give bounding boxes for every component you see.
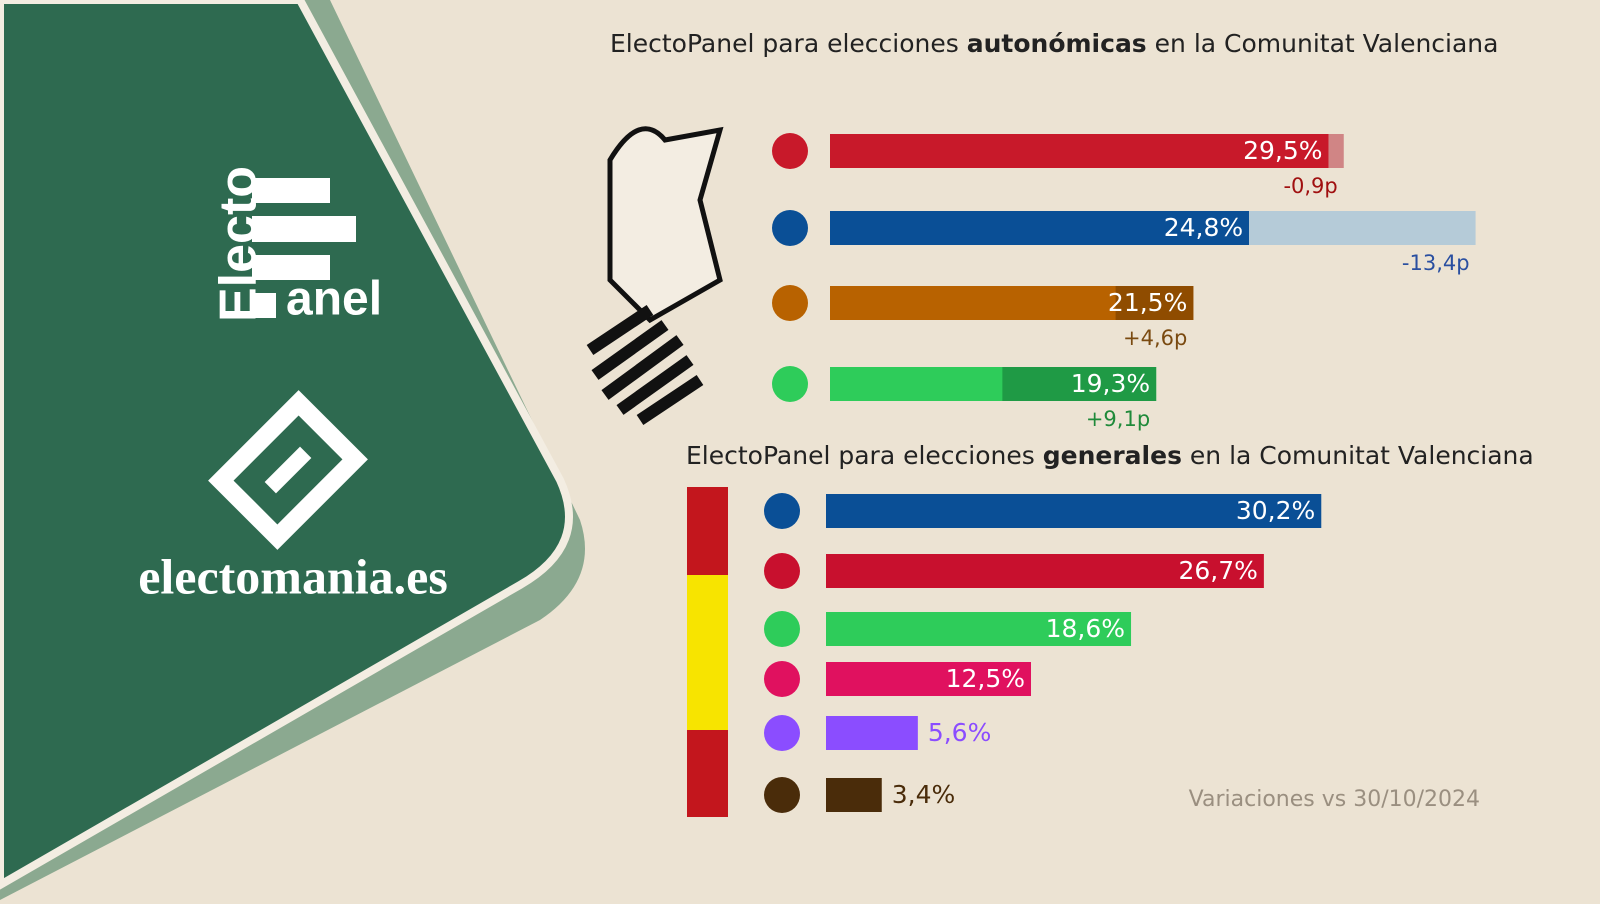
change-label: -13,4p [1402, 251, 1470, 275]
bar [826, 554, 1264, 588]
value-label: 26,7% [1178, 556, 1257, 585]
change-bar [1002, 367, 1157, 401]
logo-bar [252, 216, 356, 242]
party-logo [772, 285, 808, 321]
change-bar [1328, 134, 1344, 168]
value-label: 21,5% [1108, 288, 1187, 317]
brand-panel [0, 0, 573, 890]
value-label: 3,4% [892, 780, 956, 809]
logo-bar [252, 255, 330, 280]
ballot-icon [208, 390, 368, 550]
party-logo [772, 133, 808, 169]
party-logo [764, 661, 800, 697]
party-logo [772, 366, 808, 402]
change-label: -0,9p [1283, 174, 1337, 198]
value-label: 19,3% [1071, 369, 1150, 398]
change-bar [1249, 211, 1476, 245]
change-bar [1115, 286, 1194, 320]
logo-bottom: anel [286, 273, 382, 326]
footnote: Variaciones vs 30/10/2024 [1189, 787, 1480, 812]
value-label: 12,5% [946, 664, 1025, 693]
site-name: electomania.es [138, 548, 448, 604]
party-logo [772, 210, 808, 246]
value-label: 29,5% [1243, 136, 1322, 165]
party-logo [764, 715, 800, 751]
bar [826, 612, 1132, 646]
bar [830, 134, 1329, 168]
value-label: 18,6% [1046, 614, 1125, 643]
party-logo [764, 493, 800, 529]
bar [826, 662, 1031, 696]
party-logo [764, 611, 800, 647]
logo-bar [252, 293, 276, 318]
spain-flag [687, 487, 728, 817]
party-logo [764, 777, 800, 813]
bar [826, 716, 918, 750]
bar [830, 211, 1250, 245]
party-logo [764, 553, 800, 589]
value-label: 30,2% [1236, 496, 1315, 525]
bar [826, 778, 882, 812]
coat-of-arms [586, 126, 724, 425]
logo-bar [252, 178, 330, 203]
value-label: 5,6% [928, 718, 992, 747]
chart-title: ElectoPanel para elecciones autonómicas … [610, 29, 1498, 58]
bar [826, 494, 1322, 528]
change-label: +4,6p [1123, 326, 1187, 350]
chart-title: ElectoPanel para elecciones generales en… [686, 441, 1534, 470]
value-label: 24,8% [1164, 213, 1243, 242]
change-label: +9,1p [1086, 407, 1150, 431]
